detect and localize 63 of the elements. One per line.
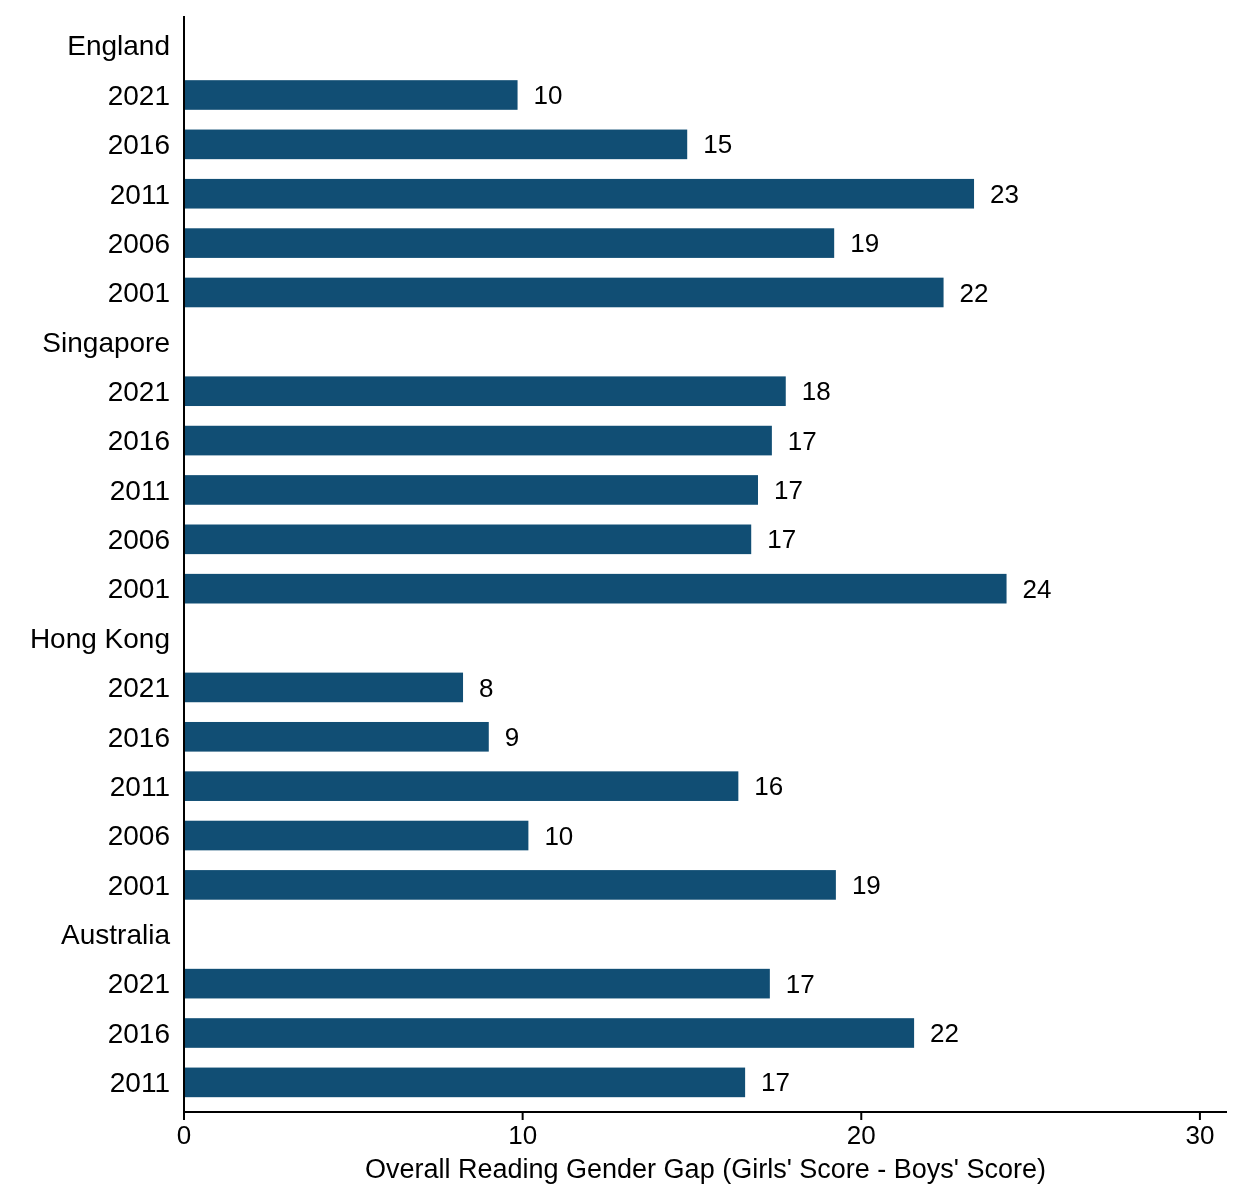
y-tick-label: 2001 (107, 277, 170, 309)
data-label: 19 (851, 870, 881, 900)
data-label: 17 (773, 475, 803, 506)
y-tick-label: 2011 (109, 1067, 170, 1099)
y-tick-label: 2021 (107, 376, 170, 408)
data-label: 17 (785, 968, 815, 999)
x-tick-label: 10 (508, 1120, 538, 1150)
y-tick-label: 2016 (107, 425, 170, 457)
data-label: 15 (703, 129, 733, 160)
bar (184, 277, 944, 308)
y-tick-label: England (67, 30, 170, 62)
bar (184, 573, 1007, 604)
y-tick-label: 2001 (107, 573, 170, 605)
bar (184, 228, 835, 258)
y-tick-label: 2016 (107, 1017, 170, 1049)
x-tick-label: 0 (176, 1120, 192, 1150)
bar (184, 425, 772, 456)
data-label: 9 (504, 721, 520, 752)
y-tick-label: Australia (61, 919, 171, 951)
bar (184, 1067, 746, 1098)
data-label: 17 (787, 425, 817, 456)
data-label: 22 (930, 1018, 960, 1049)
y-tick-label: 2006 (107, 820, 170, 852)
y-tick-label: Hong Kong (29, 622, 170, 654)
data-label: 16 (754, 771, 784, 802)
bar (184, 820, 529, 851)
x-axis-title: Overall Reading Gender Gap (Girls' Score - Boys' Score) (364, 1154, 1047, 1184)
y-tick-label: 2016 (107, 721, 170, 753)
x-tick-label: 20 (846, 1120, 876, 1150)
data-label: 17 (767, 524, 797, 555)
data-label: 23 (990, 178, 1019, 209)
bar (184, 1018, 915, 1048)
bar (184, 475, 758, 505)
data-label: 18 (801, 376, 831, 407)
y-tick-label: 2011 (109, 474, 170, 506)
bar (184, 771, 739, 801)
y-tick-label: Singapore (42, 326, 170, 358)
data-label: 10 (533, 80, 563, 111)
data-label: 19 (850, 228, 880, 259)
y-tick-label: 2011 (109, 770, 170, 802)
y-tick-label: 2016 (107, 129, 170, 161)
bar (184, 178, 975, 209)
y-tick-label: 2006 (107, 227, 170, 259)
data-label: 24 (1022, 573, 1052, 604)
bar (184, 129, 688, 160)
y-tick-label: 2021 (107, 968, 170, 1000)
x-tick-label: 30 (1185, 1120, 1215, 1150)
bar (184, 968, 770, 999)
y-tick-label: 2006 (107, 524, 170, 556)
y-tick-label: 2021 (107, 79, 170, 111)
data-label: 8 (479, 672, 494, 703)
bar (184, 721, 489, 752)
bar (184, 80, 518, 110)
data-label: 10 (544, 820, 574, 851)
y-tick-label: 2001 (107, 869, 170, 901)
y-tick-label: 2011 (109, 178, 170, 210)
bar (184, 376, 786, 407)
data-label: 22 (959, 277, 989, 308)
y-tick-label: 2021 (107, 672, 170, 704)
data-label: 17 (761, 1067, 791, 1098)
bar (184, 870, 836, 900)
bar (184, 672, 464, 703)
bar (184, 524, 752, 555)
